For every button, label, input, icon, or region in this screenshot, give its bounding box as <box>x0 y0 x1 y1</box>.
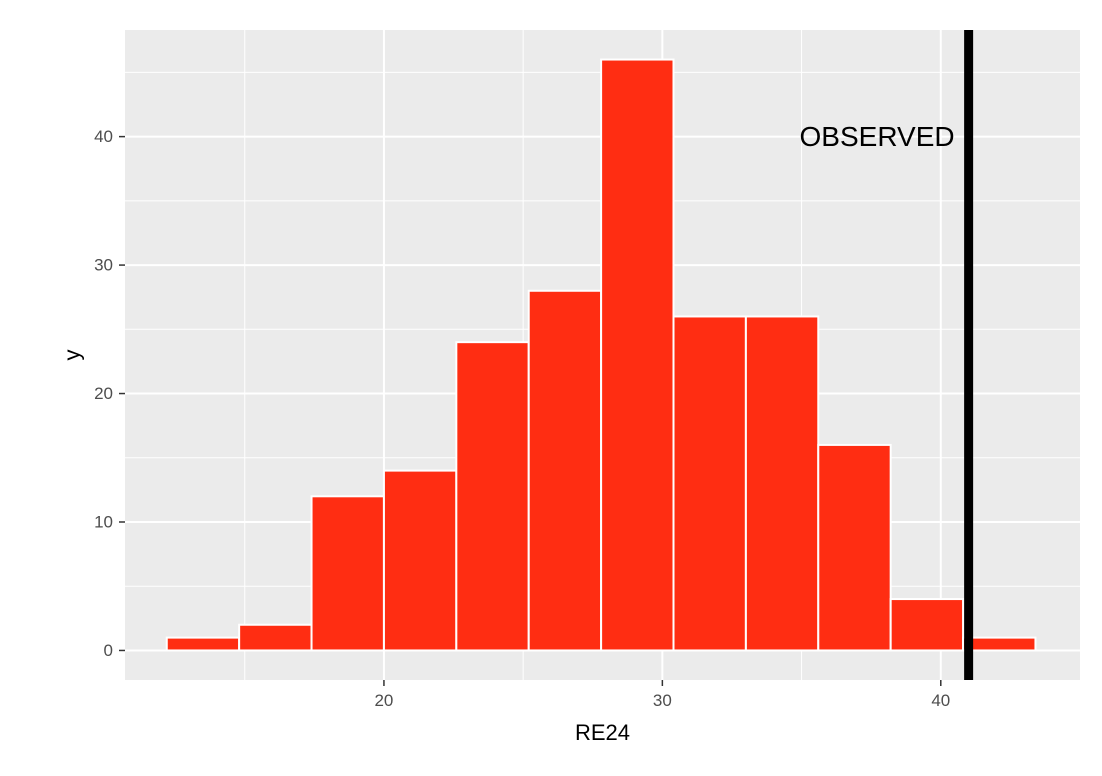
histogram-bar <box>165 636 241 652</box>
histogram-bar <box>962 636 1037 652</box>
histogram-bar <box>817 443 892 652</box>
x-tick-label: 30 <box>653 691 672 710</box>
histogram-bar <box>744 315 820 652</box>
histogram-bar <box>455 341 530 652</box>
y-axis-title: y <box>60 350 85 361</box>
y-tick-label: 20 <box>94 384 113 403</box>
histogram-bar <box>382 469 458 652</box>
observed-annotation-group: OBSERVED <box>800 121 955 152</box>
x-axis-title: RE24 <box>575 720 630 745</box>
histogram-bar <box>310 495 385 652</box>
y-tick-label: 10 <box>94 512 113 531</box>
observed-label: OBSERVED <box>800 121 955 152</box>
y-axis: 0 10 20 30 40 <box>94 127 125 660</box>
histogram-bar <box>527 289 603 652</box>
histogram-bar <box>889 598 965 652</box>
histogram-bars <box>165 58 1037 652</box>
histogram-bar <box>672 315 747 652</box>
histogram-bar <box>600 58 675 652</box>
y-tick-label: 30 <box>94 256 113 275</box>
x-axis: 20 30 40 <box>374 680 950 710</box>
y-tick-label: 0 <box>104 641 113 660</box>
x-tick-label: 40 <box>931 691 950 710</box>
histogram-bar <box>238 623 313 652</box>
x-tick-label: 20 <box>374 691 393 710</box>
y-tick-label: 40 <box>94 127 113 146</box>
